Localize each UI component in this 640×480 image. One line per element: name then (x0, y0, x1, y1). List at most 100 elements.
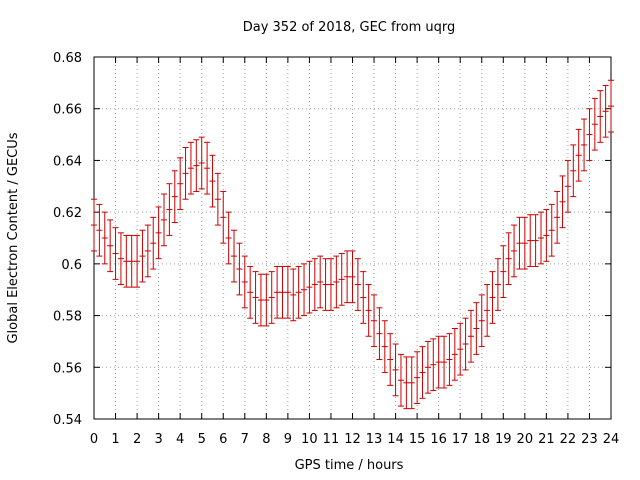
data-point (532, 214, 539, 267)
data-point (284, 265, 291, 319)
data-point (591, 97, 598, 151)
data-point (484, 284, 491, 337)
data-point (317, 255, 324, 309)
x-tick-label: 13 (366, 432, 383, 447)
x-tick-label: 17 (452, 432, 469, 447)
grid (94, 57, 611, 419)
data-point (381, 320, 388, 373)
x-tick-label: 19 (495, 432, 512, 447)
x-tick-label: 6 (219, 432, 227, 447)
data-point (462, 317, 469, 371)
data-point (414, 351, 421, 404)
data-point (306, 260, 313, 314)
x-tick-label: 21 (538, 432, 555, 447)
data-point (247, 265, 254, 319)
data-point (161, 193, 168, 247)
data-point (123, 234, 130, 288)
data-point (214, 172, 221, 226)
x-tick-label: 1 (111, 432, 119, 447)
data-point (257, 273, 264, 327)
data-marks (91, 79, 614, 410)
data-point (182, 147, 189, 200)
data-point (608, 79, 614, 133)
data-point (311, 258, 318, 311)
data-point (333, 255, 340, 309)
data-point (559, 175, 566, 229)
data-point (392, 343, 399, 397)
data-point (193, 139, 200, 192)
data-point (187, 141, 194, 195)
data-point (236, 242, 243, 296)
x-tick-label: 15 (409, 432, 426, 447)
data-point (537, 211, 544, 265)
x-tick-label: 0 (90, 432, 98, 447)
data-point (424, 340, 431, 394)
data-point (478, 294, 485, 348)
data-point (419, 346, 426, 399)
data-point (511, 224, 518, 278)
data-point (376, 307, 383, 361)
data-point (301, 263, 308, 317)
data-point (548, 203, 555, 257)
data-point (575, 128, 582, 182)
data-point (344, 250, 351, 304)
y-tick-label: 0.62 (53, 206, 82, 221)
data-point (570, 144, 577, 198)
x-tick-label: 9 (284, 432, 292, 447)
data-point (521, 216, 528, 270)
x-tick-label: 20 (517, 432, 534, 447)
data-point (252, 271, 259, 324)
data-point (516, 216, 523, 270)
x-tick-label: 3 (154, 432, 162, 447)
axis-tick-labels: 0 1 2 3 4 5 6 7 8 9 10 11 12 13 14 15 16 17 18 19 20 21 22 23 24… (53, 51, 619, 447)
x-tick-label: 4 (176, 432, 184, 447)
data-point (360, 271, 367, 324)
x-tick-label: 10 (301, 432, 318, 447)
data-point (198, 136, 205, 190)
data-point (171, 170, 178, 223)
data-point (155, 206, 162, 260)
data-point (365, 284, 372, 337)
data-point (602, 84, 609, 138)
y-tick-label: 0.66 (53, 103, 82, 118)
data-point (403, 356, 410, 410)
data-point (441, 335, 448, 389)
data-point (166, 183, 173, 236)
data-point (290, 268, 297, 322)
data-point (371, 294, 378, 348)
data-point (446, 333, 453, 386)
data-point (128, 234, 135, 288)
x-tick-label: 22 (560, 432, 577, 447)
data-point (322, 258, 329, 311)
y-tick-label: 0.56 (53, 361, 82, 376)
data-point (241, 255, 248, 309)
data-point (231, 229, 238, 283)
data-point (505, 232, 512, 286)
data-point (489, 271, 496, 324)
data-point (349, 250, 356, 304)
data-point (144, 224, 151, 278)
x-tick-label: 7 (241, 432, 249, 447)
data-point (527, 214, 534, 267)
data-point (554, 190, 561, 244)
y-tick-label: 0.6 (61, 258, 82, 273)
data-point (451, 328, 458, 381)
y-tick-label: 0.54 (53, 413, 82, 428)
data-point (220, 190, 227, 244)
y-tick-label: 0.58 (53, 310, 82, 325)
data-point (263, 273, 270, 327)
data-point (139, 229, 146, 283)
data-point (295, 265, 302, 319)
data-point (225, 211, 232, 265)
data-point (338, 253, 345, 306)
data-point (101, 211, 108, 265)
x-tick-label: 14 (387, 432, 404, 447)
data-point (408, 356, 415, 410)
x-tick-label: 8 (262, 432, 270, 447)
data-point (387, 333, 394, 386)
data-point (209, 154, 216, 208)
data-point (268, 271, 275, 324)
data-point (134, 234, 141, 288)
data-point (112, 227, 119, 280)
